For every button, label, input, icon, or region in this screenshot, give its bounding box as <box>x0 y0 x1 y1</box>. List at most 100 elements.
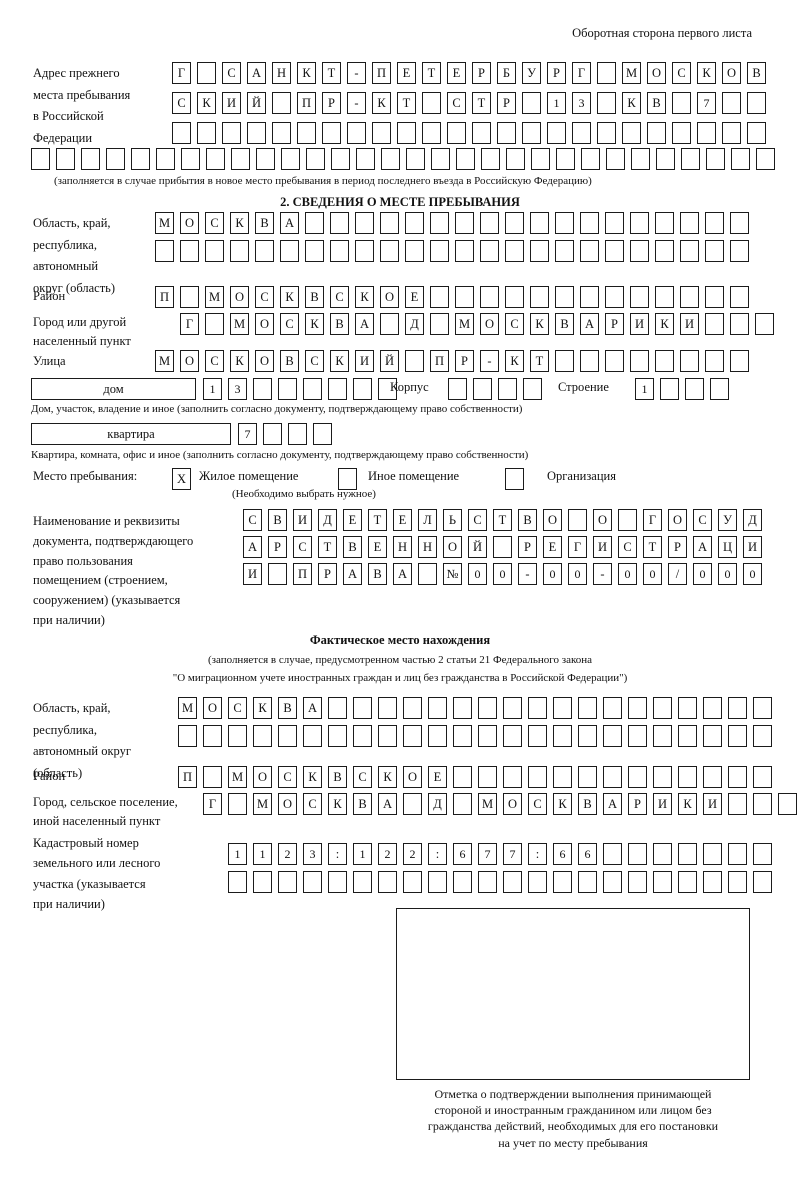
prev-address-cell[interactable] <box>347 122 366 144</box>
street-cell[interactable]: В <box>280 350 299 372</box>
flat-cell[interactable] <box>263 423 282 445</box>
district-cell[interactable]: К <box>280 286 299 308</box>
prev-address-cell[interactable] <box>522 92 541 114</box>
prev-address-cell[interactable]: Р <box>472 62 491 84</box>
city-cell[interactable]: Д <box>405 313 424 335</box>
cadastral-cell[interactable] <box>228 871 247 893</box>
actual-district-cell[interactable]: С <box>353 766 372 788</box>
cadastral-cell[interactable] <box>628 843 647 865</box>
prev-address-cell[interactable]: К <box>197 92 216 114</box>
document-cell[interactable]: / <box>668 563 687 585</box>
actual-region-cell[interactable] <box>303 725 322 747</box>
prev-address-cell[interactable]: П <box>372 62 391 84</box>
cadastral-cell[interactable] <box>753 843 772 865</box>
prev-address-cell[interactable]: Е <box>447 62 466 84</box>
actual-city-cell[interactable] <box>753 793 772 815</box>
prev-address-cell[interactable] <box>631 148 650 170</box>
prev-address-cell[interactable] <box>681 148 700 170</box>
cadastral-cell[interactable] <box>528 871 547 893</box>
prev-address-cell[interactable] <box>181 148 200 170</box>
region-cell[interactable] <box>230 240 249 262</box>
prev-address-cell[interactable]: А <box>247 62 266 84</box>
region-cell[interactable] <box>705 212 724 234</box>
stay-place-checkbox-other[interactable] <box>338 468 357 490</box>
actual-region-cell[interactable] <box>328 697 347 719</box>
prev-address-cell[interactable] <box>547 122 566 144</box>
document-cell[interactable]: В <box>343 536 362 558</box>
district-cell[interactable] <box>580 286 599 308</box>
document-cell[interactable] <box>268 563 287 585</box>
street-cell[interactable]: С <box>305 350 324 372</box>
actual-city-cell[interactable]: О <box>503 793 522 815</box>
actual-region-cell[interactable] <box>353 725 372 747</box>
city-cell[interactable] <box>380 313 399 335</box>
actual-city-cell[interactable]: С <box>528 793 547 815</box>
stay-place-checkbox-residential[interactable]: X <box>172 468 191 490</box>
city-cell[interactable] <box>755 313 774 335</box>
document-cell[interactable]: - <box>518 563 537 585</box>
cadastral-cell[interactable]: 1 <box>353 843 372 865</box>
actual-district-cell[interactable]: С <box>278 766 297 788</box>
actual-district-cell[interactable] <box>653 766 672 788</box>
document-cell[interactable]: Д <box>743 509 762 531</box>
prev-address-cell[interactable] <box>597 62 616 84</box>
document-cell[interactable] <box>493 536 512 558</box>
actual-region-cell[interactable] <box>653 697 672 719</box>
region-cell[interactable] <box>530 240 549 262</box>
document-cell[interactable]: А <box>393 563 412 585</box>
document-cell[interactable]: Н <box>393 536 412 558</box>
cadastral-cell[interactable] <box>253 871 272 893</box>
district-cell[interactable] <box>455 286 474 308</box>
stroenie-cell[interactable] <box>660 378 679 400</box>
actual-district-cell[interactable]: К <box>378 766 397 788</box>
prev-address-cell[interactable] <box>256 148 275 170</box>
street-cell[interactable]: И <box>355 350 374 372</box>
prev-address-cell[interactable] <box>756 148 775 170</box>
document-cell[interactable]: А <box>343 563 362 585</box>
region-cell[interactable] <box>405 240 424 262</box>
city-cell[interactable]: А <box>355 313 374 335</box>
prev-address-cell[interactable]: Г <box>572 62 591 84</box>
region-cell[interactable] <box>505 212 524 234</box>
document-cell[interactable]: 0 <box>743 563 762 585</box>
actual-region-cell[interactable] <box>428 697 447 719</box>
district-cell[interactable] <box>630 286 649 308</box>
prev-address-cell[interactable]: Т <box>397 92 416 114</box>
prev-address-cell[interactable] <box>381 148 400 170</box>
actual-region-cell[interactable]: К <box>253 697 272 719</box>
document-cell[interactable]: А <box>693 536 712 558</box>
street-cell[interactable]: О <box>255 350 274 372</box>
document-cell[interactable]: И <box>243 563 262 585</box>
actual-district-cell[interactable]: М <box>228 766 247 788</box>
document-cell[interactable]: 0 <box>568 563 587 585</box>
region-cell[interactable] <box>455 240 474 262</box>
prev-address-cell[interactable] <box>172 122 191 144</box>
document-cell[interactable]: В <box>268 509 287 531</box>
prev-address-cell[interactable] <box>497 122 516 144</box>
prev-address-cell[interactable]: И <box>222 92 241 114</box>
district-cell[interactable]: С <box>330 286 349 308</box>
city-cell[interactable]: К <box>655 313 674 335</box>
city-cell[interactable]: В <box>330 313 349 335</box>
actual-region-cell[interactable] <box>378 725 397 747</box>
prev-address-cell[interactable]: 7 <box>697 92 716 114</box>
cadastral-cell[interactable] <box>503 871 522 893</box>
region-cell[interactable] <box>380 212 399 234</box>
actual-city-cell[interactable] <box>403 793 422 815</box>
region-cell[interactable] <box>730 212 749 234</box>
cadastral-cell[interactable] <box>678 871 697 893</box>
stroenie-cell[interactable] <box>710 378 729 400</box>
document-cell[interactable]: 0 <box>693 563 712 585</box>
prev-address-cell[interactable]: У <box>522 62 541 84</box>
cadastral-row-2[interactable] <box>228 871 772 893</box>
house-cell[interactable] <box>253 378 272 400</box>
prev-address-cell[interactable] <box>456 148 475 170</box>
actual-city-cell[interactable]: К <box>553 793 572 815</box>
prev-address-cell[interactable]: К <box>297 62 316 84</box>
region-cell[interactable] <box>680 240 699 262</box>
prev-address-row-3[interactable] <box>172 122 766 144</box>
actual-region-cell[interactable] <box>653 725 672 747</box>
prev-address-cell[interactable]: Р <box>322 92 341 114</box>
